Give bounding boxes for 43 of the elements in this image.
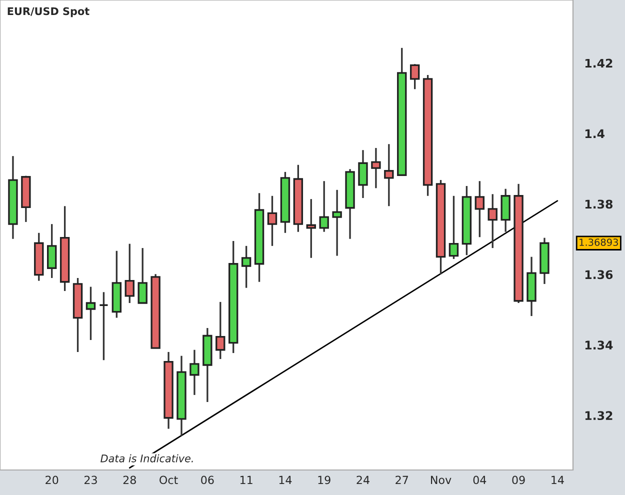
candlestick <box>306 198 316 259</box>
x-tick-label: 27 <box>396 476 408 484</box>
x-tick-label: 11 <box>240 476 252 484</box>
text: 1.36893 <box>580 238 618 246</box>
candlestick <box>474 180 485 238</box>
x-tick-label: 24 <box>356 476 370 484</box>
x-tick-label: 23 <box>84 476 97 484</box>
candlestick <box>86 286 96 341</box>
x-tick-label: 20 <box>46 476 58 484</box>
x-tick-label: 28 <box>123 476 136 484</box>
candlestick <box>98 291 109 361</box>
x-tick-label: Nov <box>431 476 452 484</box>
candlestick <box>332 189 342 257</box>
x-tick-label: 09 <box>512 476 525 484</box>
x-tick-label: 14 <box>552 476 564 484</box>
candlestick <box>190 349 200 396</box>
x-tick-label: 04 <box>473 476 486 484</box>
y-tick-label: 1.38 <box>585 200 613 209</box>
y-tick-label: 1.32 <box>585 411 612 420</box>
candlestick <box>384 143 394 207</box>
x-tick-label: 19 <box>318 476 330 484</box>
candlestick <box>358 149 368 199</box>
candlestick <box>124 242 134 304</box>
candlestick <box>410 63 420 90</box>
y-tick-label: 1.36 <box>585 270 613 280</box>
y-tick-label: 1.4 <box>585 129 604 138</box>
candlestick <box>138 247 148 304</box>
text: EUR/USD Spot <box>8 7 90 18</box>
candlestick <box>241 245 252 289</box>
x-tick-label: 06 <box>201 476 214 484</box>
candlestick <box>488 193 498 249</box>
x-tick-label: Oct <box>160 476 178 484</box>
candlestick <box>267 195 278 247</box>
candlestick <box>500 188 510 233</box>
candlestick <box>371 147 381 189</box>
y-tick-label: 1.42 <box>585 58 612 68</box>
y-tick-label: 1.34 <box>585 340 613 350</box>
annotation: Data is Indicative. <box>100 454 193 462</box>
candlestick <box>47 223 57 279</box>
x-tick-label: 14 <box>279 476 292 484</box>
candlestick <box>216 301 226 360</box>
candlestick <box>319 180 329 233</box>
candlestick <box>448 195 459 260</box>
